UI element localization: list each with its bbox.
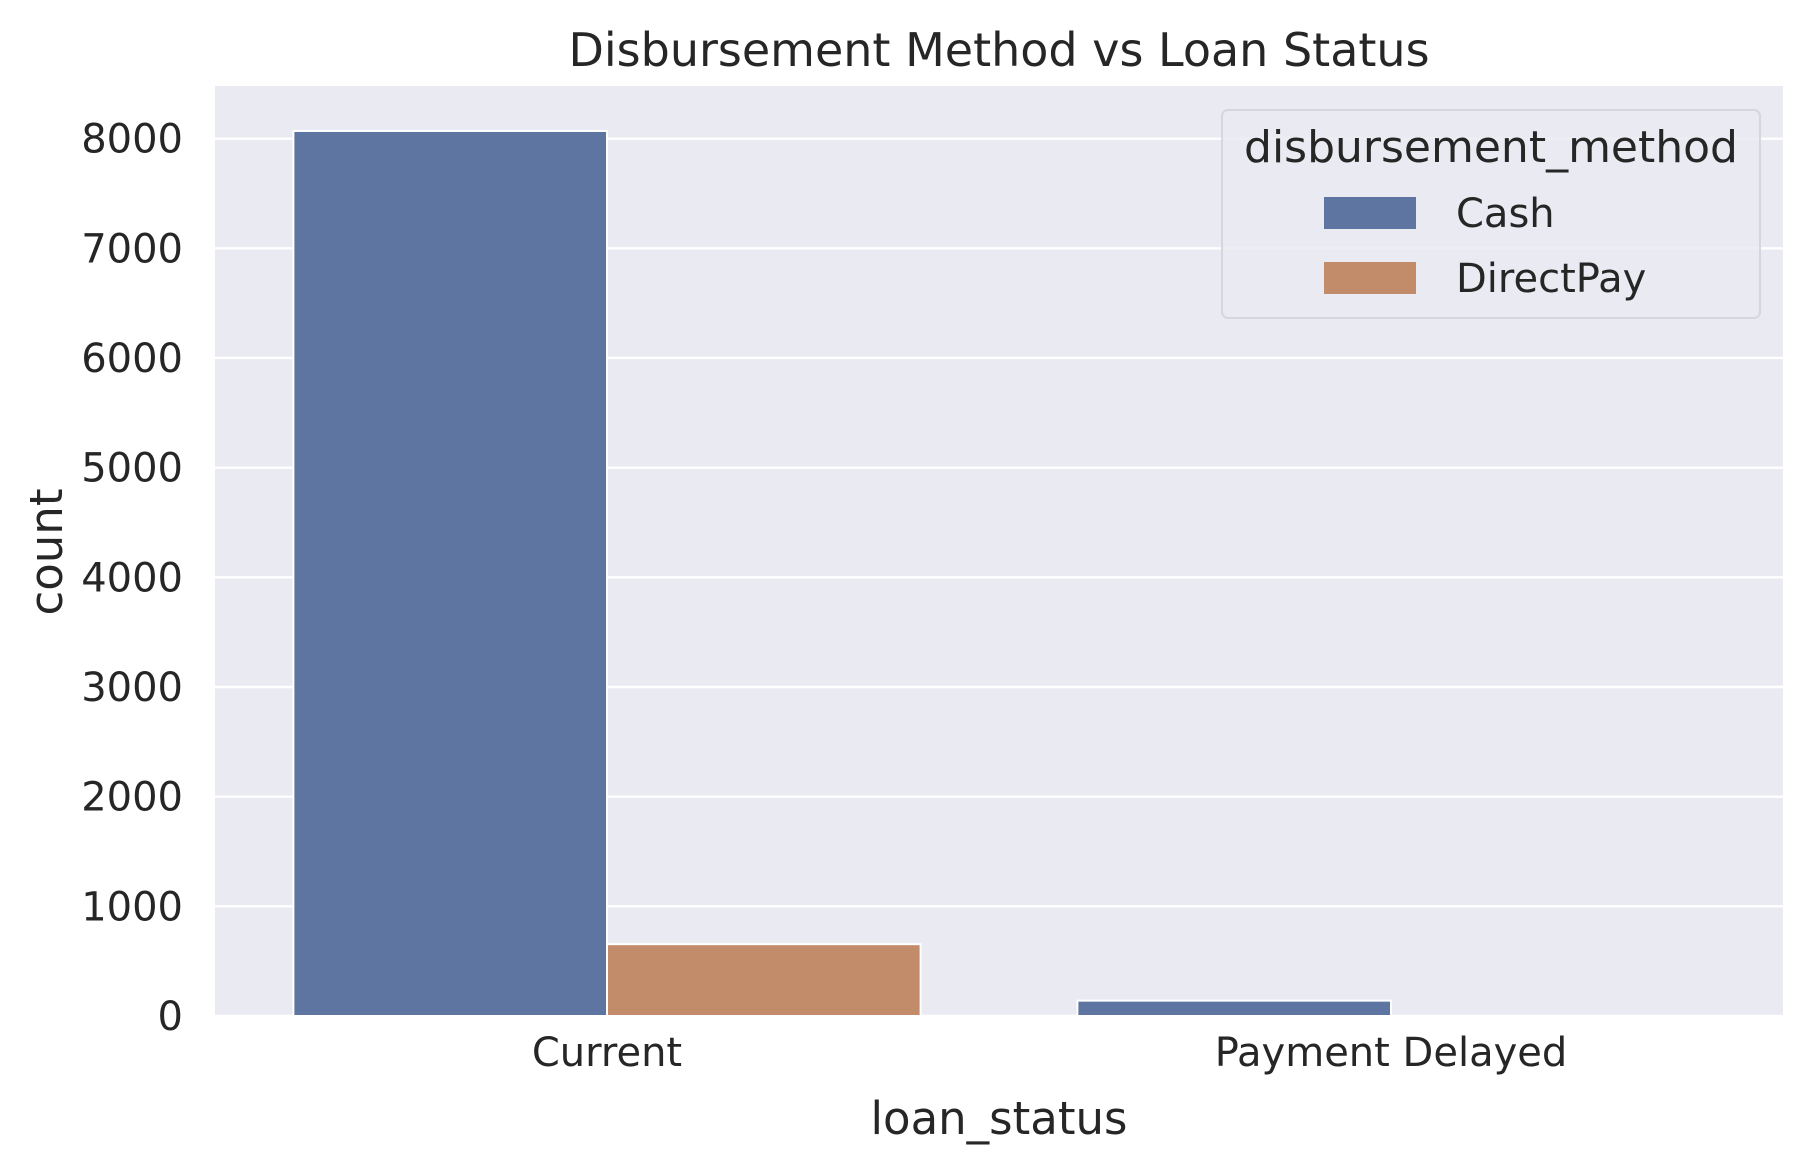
legend-label-directpay: DirectPay: [1456, 256, 1646, 302]
legend-label-cash: Cash: [1456, 191, 1555, 237]
bars: [292, 129, 1393, 1018]
y-tick-label: 6000: [81, 336, 183, 382]
y-tick-label: 3000: [81, 665, 183, 711]
legend-swatch-cash: [1324, 197, 1416, 229]
y-tick-label: 1000: [81, 884, 183, 930]
y-tick-labels: 0 1000 2000 3000 4000 5000 6000 7000 8000: [81, 117, 183, 1040]
x-tick-label: Current: [532, 1030, 682, 1076]
legend: disbursement_method Cash DirectPay: [1221, 109, 1761, 319]
y-axis-label: count: [20, 489, 73, 616]
bar-cash-payment-delayed: [1076, 999, 1393, 1018]
x-tick-labels: Current Payment Delayed: [532, 1030, 1567, 1076]
bar-directpay-current: [606, 943, 922, 1017]
legend-swatch-directpay: [1324, 262, 1416, 294]
chart-title: Disbursement Method vs Loan Status: [568, 23, 1429, 77]
bar-cash-current: [292, 129, 608, 1018]
y-tick-label: 0: [158, 994, 183, 1040]
y-tick-label: 4000: [81, 555, 183, 601]
y-tick-label: 7000: [81, 226, 183, 272]
legend-title: disbursement_method: [1244, 122, 1738, 173]
y-tick-label: 5000: [81, 446, 183, 492]
y-tick-label: 8000: [81, 117, 183, 163]
x-tick-label: Payment Delayed: [1215, 1030, 1568, 1076]
x-axis-label: loan_status: [871, 1092, 1128, 1145]
y-tick-label: 2000: [81, 775, 183, 821]
